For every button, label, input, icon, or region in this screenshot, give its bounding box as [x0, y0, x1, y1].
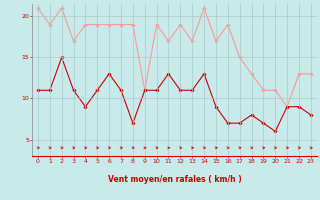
X-axis label: Vent moyen/en rafales ( km/h ): Vent moyen/en rafales ( km/h ) [108, 175, 241, 184]
